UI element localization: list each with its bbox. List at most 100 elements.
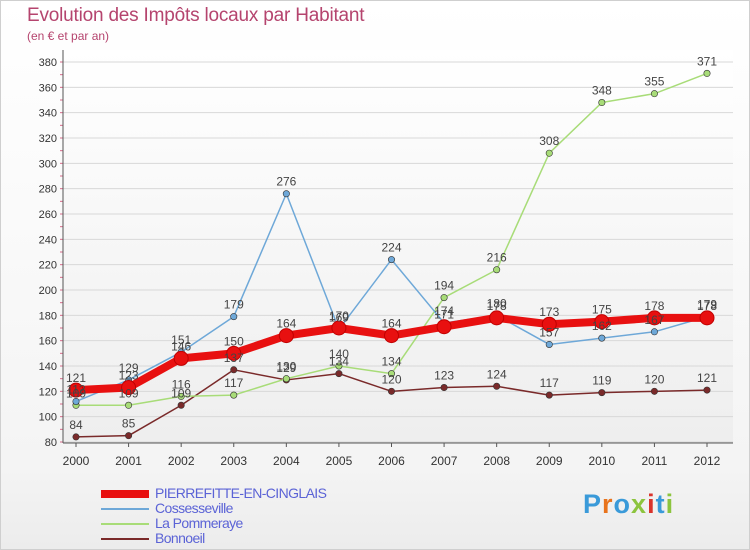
x-tick-label: 2009 bbox=[536, 454, 563, 468]
x-tick-label: 2001 bbox=[115, 454, 142, 468]
data-label: 355 bbox=[644, 75, 664, 89]
data-label: 175 bbox=[592, 303, 612, 317]
data-label: 348 bbox=[592, 84, 612, 98]
y-tick-label: 220 bbox=[39, 260, 57, 272]
series-group bbox=[68, 69, 715, 441]
legend-label: Cossesseville bbox=[155, 500, 233, 516]
data-point bbox=[650, 328, 658, 336]
data-point bbox=[489, 310, 505, 326]
data-label: 180 bbox=[487, 296, 507, 310]
x-tick-label: 2010 bbox=[588, 454, 615, 468]
data-label: 151 bbox=[171, 333, 191, 347]
data-label: 164 bbox=[381, 317, 401, 331]
logo-letter: x bbox=[631, 489, 648, 519]
data-point bbox=[226, 345, 242, 361]
y-tick-label: 380 bbox=[39, 57, 57, 69]
y-tick-label: 340 bbox=[39, 108, 57, 120]
data-label: 174 bbox=[434, 304, 454, 318]
legend-item: Bonnoeil bbox=[101, 531, 326, 546]
data-label: 162 bbox=[592, 319, 612, 333]
data-point bbox=[594, 314, 610, 330]
x-tick-label: 2008 bbox=[483, 454, 510, 468]
data-label: 178 bbox=[697, 299, 717, 313]
data-point bbox=[650, 387, 658, 395]
data-label: 216 bbox=[487, 251, 507, 265]
x-tick-label: 2012 bbox=[694, 454, 721, 468]
data-point bbox=[541, 316, 557, 332]
data-label: 150 bbox=[224, 334, 244, 348]
logo-letter: t bbox=[655, 489, 666, 519]
data-label: 123 bbox=[434, 369, 454, 383]
legend-swatch bbox=[101, 522, 149, 525]
data-label: 130 bbox=[276, 360, 296, 374]
data-label: 178 bbox=[487, 299, 507, 313]
y-tick-label: 120 bbox=[39, 386, 57, 398]
data-point bbox=[335, 370, 343, 378]
legend: PIERREFITTE-EN-CINGLAIS Cossesseville La P… bbox=[101, 485, 327, 546]
data-label: 85 bbox=[122, 417, 136, 431]
y-tick-label: 260 bbox=[39, 209, 57, 221]
data-label: 119 bbox=[592, 374, 611, 388]
y-tick-label: 320 bbox=[39, 133, 57, 145]
data-point bbox=[598, 389, 606, 397]
y-tick-label: 140 bbox=[39, 361, 57, 373]
data-point bbox=[387, 370, 395, 378]
data-label: 137 bbox=[224, 351, 244, 365]
data-point bbox=[545, 391, 553, 399]
data-point bbox=[68, 382, 84, 398]
y-tick-label: 360 bbox=[39, 82, 57, 94]
data-point bbox=[125, 401, 133, 409]
data-point bbox=[545, 149, 553, 157]
y-tick-label: 160 bbox=[39, 336, 57, 348]
data-label: 124 bbox=[487, 367, 507, 381]
x-tick-label: 2003 bbox=[220, 454, 247, 468]
data-label: 129 bbox=[276, 361, 296, 375]
data-label: 121 bbox=[66, 371, 86, 385]
data-point bbox=[278, 328, 294, 344]
data-label: 84 bbox=[69, 418, 83, 432]
logo-letter: o bbox=[613, 489, 632, 519]
data-point bbox=[177, 392, 185, 400]
x-tick-label: 2006 bbox=[378, 454, 405, 468]
legend-label: PIERREFITTE-EN-CINGLAIS bbox=[155, 485, 327, 501]
data-label: 117 bbox=[540, 376, 559, 390]
data-point bbox=[335, 362, 343, 370]
y-tick-label: 280 bbox=[39, 184, 57, 196]
data-label: 224 bbox=[381, 241, 401, 255]
data-point bbox=[493, 266, 501, 274]
data-label: 371 bbox=[697, 54, 717, 68]
y-tick-label: 200 bbox=[39, 285, 57, 297]
data-label: 120 bbox=[644, 372, 664, 386]
data-label: 109 bbox=[66, 386, 86, 400]
data-label: 276 bbox=[276, 175, 296, 189]
data-label: 121 bbox=[697, 371, 717, 385]
logo-letter: r bbox=[602, 489, 614, 519]
data-point bbox=[703, 386, 711, 394]
data-point bbox=[282, 375, 290, 383]
logo-letter: i bbox=[647, 489, 656, 519]
data-point bbox=[440, 384, 448, 392]
chart-subtitle: (en € et par an) bbox=[27, 29, 110, 43]
y-tick-label: 80 bbox=[45, 437, 57, 449]
data-label: 179 bbox=[224, 298, 244, 312]
legend-swatch bbox=[101, 489, 149, 498]
data-point bbox=[440, 294, 448, 302]
data-label: 140 bbox=[329, 347, 349, 361]
legend-item: Cossesseville bbox=[101, 501, 326, 516]
data-point bbox=[230, 313, 238, 321]
data-label: 170 bbox=[329, 309, 349, 323]
chart-title: Evolution des Impôts locaux par Habitant bbox=[27, 5, 365, 26]
x-tick-label: 2007 bbox=[431, 454, 458, 468]
x-tick-label: 2011 bbox=[642, 454, 668, 468]
data-point bbox=[650, 90, 658, 98]
legend-swatch bbox=[101, 507, 149, 510]
data-label: 179 bbox=[697, 298, 717, 312]
plot-area bbox=[63, 50, 733, 443]
data-label: 164 bbox=[276, 317, 296, 331]
y-tick-label: 240 bbox=[39, 234, 57, 246]
data-label: 171 bbox=[434, 308, 454, 322]
data-point bbox=[598, 99, 606, 107]
data-point bbox=[387, 256, 395, 264]
x-tick-label: 2005 bbox=[326, 454, 353, 468]
